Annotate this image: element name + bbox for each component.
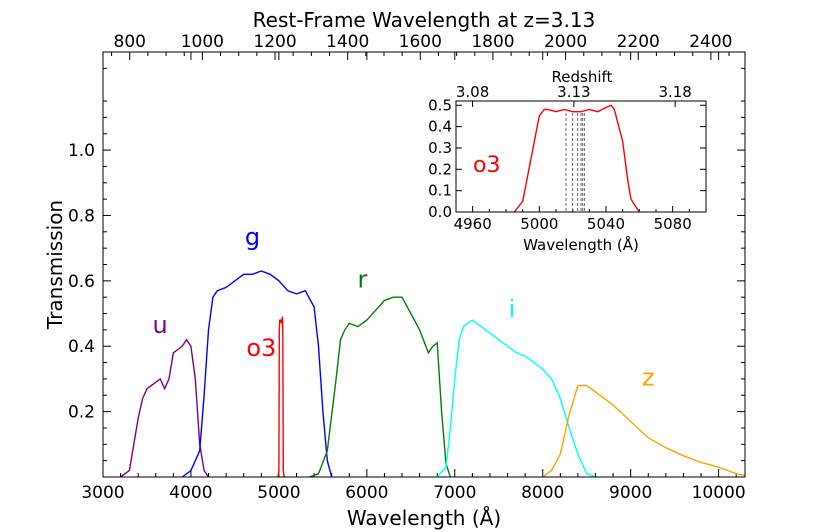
- inset-x-axis-label: Wavelength (Å): [523, 235, 639, 254]
- main-series: u g o3 r i z: [120, 223, 746, 478]
- x-tick-label: 8000: [521, 483, 564, 503]
- x-axis-label: Wavelength (Å): [347, 506, 501, 530]
- series-label-r: r: [358, 265, 368, 293]
- main-plot-frame: [102, 51, 746, 478]
- main-axes: 3000 4000 5000 6000 7000 8000 9000 10000 800 1000…: [68, 32, 746, 503]
- y-tick-label: 0.4: [68, 337, 95, 357]
- series-line-z: [542, 384, 746, 478]
- inset-axes: 4960 5000 5040 5080 3.08 3.13 3.18 0.0 0.1 0.2 0.3…: [428, 83, 707, 233]
- top-tick-label: 1200: [253, 32, 296, 52]
- x-tick-label: 5000: [257, 483, 300, 503]
- y-tick-label: 1.0: [68, 141, 95, 161]
- top-tick-label: 1400: [326, 32, 369, 52]
- inset-x-tick-label: 5080: [654, 215, 692, 233]
- inset-series-line-o3: [513, 104, 640, 213]
- inset-y-tick-label: 0.3: [428, 139, 452, 157]
- top-tick-label: 2200: [617, 32, 660, 52]
- x-tick-label: 6000: [345, 483, 388, 503]
- top-axis-label: Rest-Frame Wavelength at z=3.13: [253, 8, 596, 32]
- top-tick-label: 800: [114, 32, 146, 52]
- series-label-i: i: [509, 295, 516, 323]
- x-tick-label: 9000: [609, 483, 652, 503]
- series-label-u: u: [153, 311, 168, 339]
- series-line-o3: [277, 316, 285, 478]
- inset-x-tick-label: 5040: [587, 215, 625, 233]
- inset-top-tick-label: 3.13: [557, 83, 590, 101]
- series-label-z: z: [642, 363, 655, 391]
- series-line-u: [120, 338, 210, 478]
- top-tick-label: 2400: [689, 32, 732, 52]
- series-line-i: [436, 319, 596, 478]
- inset-top-tick-label: 3.18: [658, 83, 691, 101]
- x-tick-label: 3000: [81, 483, 124, 503]
- inset-plot-frame: [455, 100, 707, 213]
- y-tick-label: 0.2: [68, 403, 95, 423]
- inset-top-axis-label: Redshift: [552, 68, 613, 86]
- x-tick-label: 4000: [169, 483, 212, 503]
- inset-top-tick-label: 3.08: [456, 83, 489, 101]
- x-tick-label: 10000: [692, 483, 746, 503]
- series-label-o3: o3: [246, 334, 276, 362]
- inset-series: [513, 104, 640, 213]
- top-tick-label: 1000: [181, 32, 224, 52]
- inset-y-tick-label: 0.1: [428, 182, 452, 200]
- inset-x-tick-label: 4960: [454, 215, 492, 233]
- series-line-r: [309, 296, 452, 478]
- inset-series-label-o3: o3: [473, 153, 500, 178]
- top-tick-label: 2000: [544, 32, 587, 52]
- y-tick-label: 0.6: [68, 272, 95, 292]
- y-tick-label: 0.8: [68, 206, 95, 226]
- series-label-g: g: [245, 223, 260, 251]
- inset-x-tick-label: 5000: [520, 215, 558, 233]
- inset-y-tick-label: 0.4: [428, 118, 452, 136]
- inset-y-tick-label: 0.0: [428, 203, 452, 221]
- series-line-g: [181, 270, 333, 478]
- x-tick-label: 7000: [433, 483, 476, 503]
- top-tick-label: 1800: [471, 32, 514, 52]
- inset-y-tick-label: 0.2: [428, 160, 452, 178]
- y-axis-label: Transmission: [43, 200, 67, 330]
- inset-y-tick-label: 0.5: [428, 96, 452, 114]
- top-tick-label: 1600: [399, 32, 442, 52]
